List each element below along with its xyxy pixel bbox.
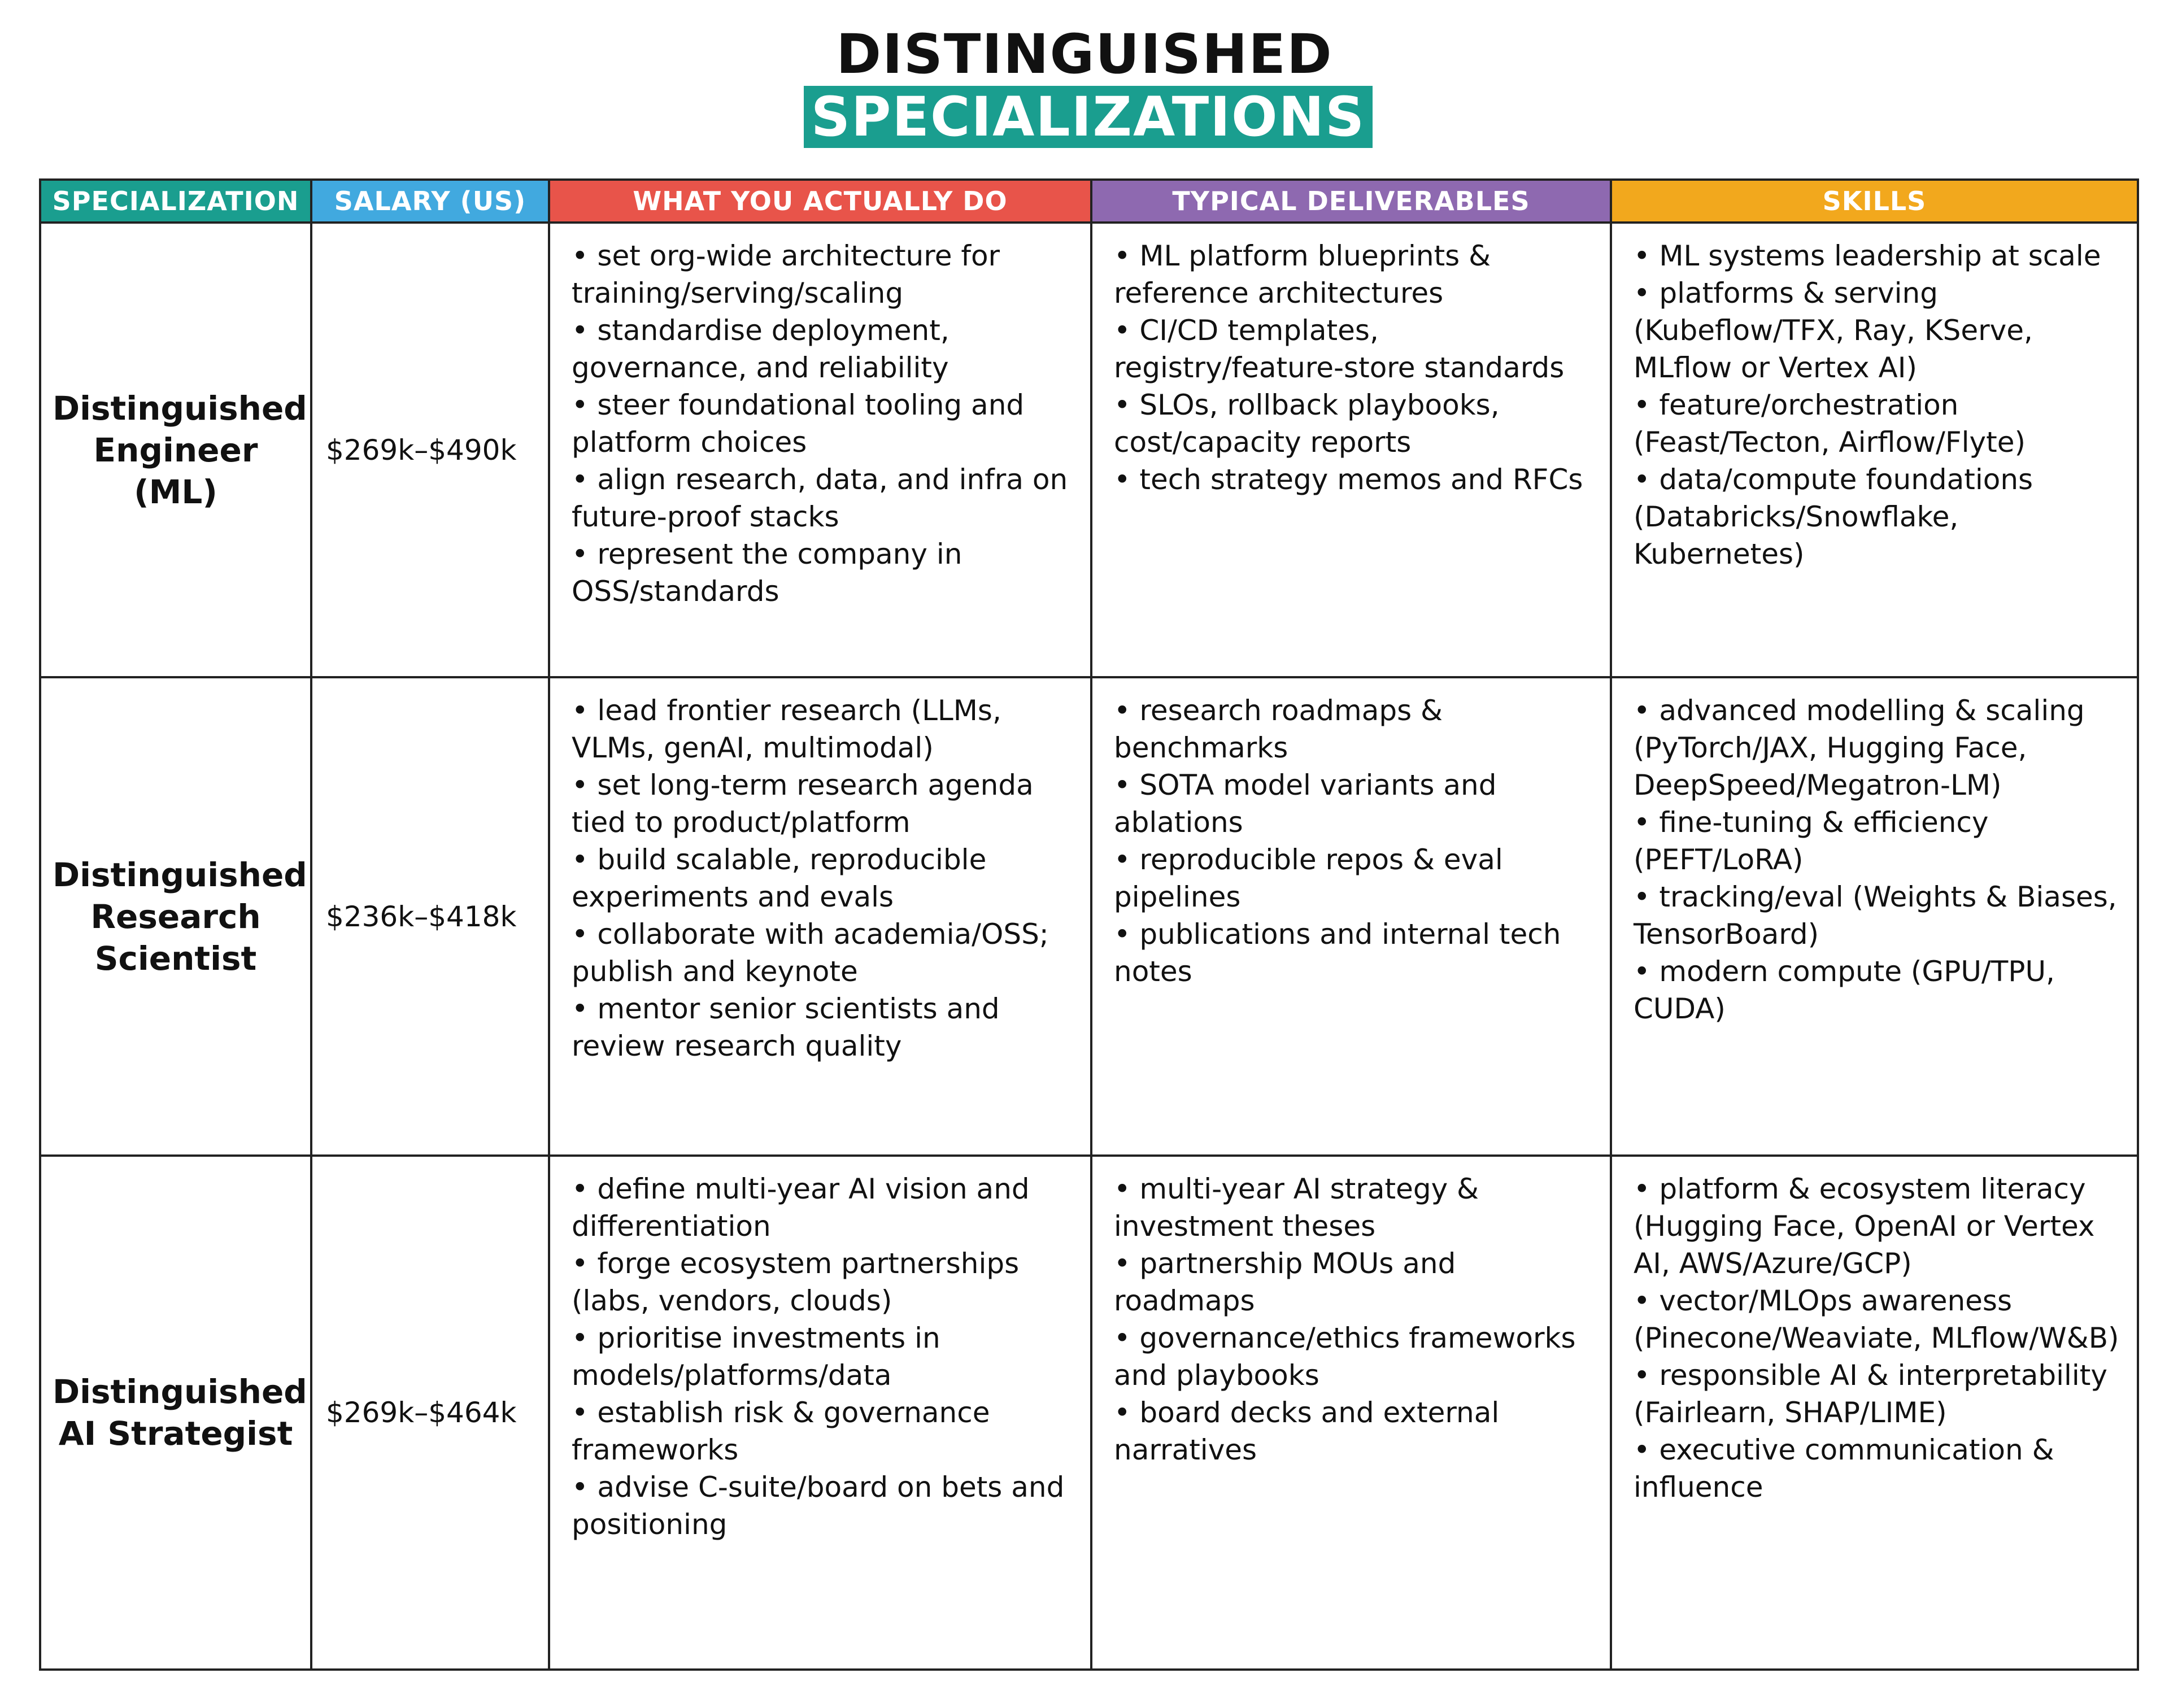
specialization: Distinguished Research Scientist	[39, 676, 312, 1157]
table-row: Distinguished Engineer (ML)$269k–$490k se…	[39, 221, 2139, 678]
bullet-item: establish risk & governance frameworks	[572, 1394, 1084, 1469]
salary: $269k–$490k	[310, 221, 550, 678]
bullet-item: data/compute foundations (Databricks/Sno…	[1634, 461, 2131, 573]
bullet-item: feature/orchestration (Feast/Tecton, Air…	[1634, 386, 2131, 461]
bullet-item: standardise deployment, governance, and …	[572, 312, 1084, 386]
bullet-item: modern compute (GPU/TPU, CUDA)	[1634, 953, 2131, 1027]
bullet-item: fine-tuning & efficiency (PEFT/LoRA)	[1634, 804, 2131, 878]
bullet-item: collaborate with academia/OSS; publish a…	[572, 916, 1084, 990]
what-cell: lead frontier research (LLMs, VLMs, genA…	[548, 676, 1092, 1157]
what-list: lead frontier research (LLMs, VLMs, genA…	[572, 692, 1084, 1065]
bullet-item: mentor senior scientists and review rese…	[572, 990, 1084, 1065]
title: DISTINGUISHED	[836, 23, 1333, 86]
bullet-item: publications and internal tech notes	[1114, 916, 1604, 990]
column-header: TYPICAL DELIVERABLES	[1090, 178, 1612, 224]
column-header: SALARY (US)	[310, 178, 550, 224]
bullet-item: executive communication & influence	[1634, 1431, 2131, 1506]
bullet-item: governance/ethics frameworks and playboo…	[1114, 1319, 1604, 1394]
deliverables-cell: ML platform blueprints & reference archi…	[1090, 221, 1612, 678]
bullet-item: set long-term research agenda tied to pr…	[572, 766, 1084, 841]
bullet-item: advanced modelling & scaling (PyTorch/JA…	[1634, 692, 2131, 804]
skills-cell: platform & ecosystem literacy (Hugging F…	[1610, 1154, 2139, 1671]
bullet-item: partnership MOUs and roadmaps	[1114, 1245, 1604, 1319]
bullet-item: board decks and external narratives	[1114, 1394, 1604, 1469]
bullet-item: tech strategy memos and RFCs	[1114, 461, 1604, 498]
bullet-item: SLOs, rollback playbooks, cost/capacity …	[1114, 386, 1604, 461]
subtitle: SPECIALIZATIONS	[804, 86, 1373, 148]
bullet-item: ML platform blueprints & reference archi…	[1114, 237, 1604, 312]
bullet-item: lead frontier research (LLMs, VLMs, genA…	[572, 692, 1084, 766]
bullet-item: platforms & serving (Kubeflow/TFX, Ray, …	[1634, 274, 2131, 386]
bullet-item: represent the company in OSS/standards	[572, 535, 1084, 610]
skills-list: platform & ecosystem literacy (Hugging F…	[1634, 1170, 2131, 1506]
bullet-item: platform & ecosystem literacy (Hugging F…	[1634, 1170, 2131, 1282]
skills-list: ML systems leadership at scaleplatforms …	[1634, 237, 2131, 573]
bullet-item: prioritise investments in models/platfor…	[572, 1319, 1084, 1394]
skills-list: advanced modelling & scaling (PyTorch/JA…	[1634, 692, 2131, 1027]
table-row: Distinguished AI Strategist$269k–$464k de…	[39, 1154, 2139, 1671]
bullet-item: advise C-suite/board on bets and positio…	[572, 1469, 1084, 1543]
bullet-item: define multi-year AI vision and differen…	[572, 1170, 1084, 1245]
header-row: SPECIALIZATION SALARY (US) WHAT YOU ACTUAL…	[39, 178, 2139, 224]
bullet-item: reproducible repos & eval pipelines	[1114, 841, 1604, 916]
bullet-item: research roadmaps & benchmarks	[1114, 692, 1604, 766]
specialization: Distinguished Engineer (ML)	[39, 221, 312, 678]
bullet-item: tracking/eval (Weights & Biases, TensorB…	[1634, 878, 2131, 953]
deliverables-list: ML platform blueprints & reference archi…	[1114, 237, 1604, 498]
what-cell: set org-wide architecture for training/s…	[548, 221, 1092, 678]
deliverables-list: multi-year AI strategy & investment thes…	[1114, 1170, 1604, 1469]
table-row: Distinguished Research Scientist $236k–$4…	[39, 676, 2139, 1157]
table-body: Distinguished Engineer (ML)$269k–$490k se…	[39, 221, 2139, 1671]
bullet-item: steer foundational tooling and platform …	[572, 386, 1084, 461]
specialization: Distinguished AI Strategist	[39, 1154, 312, 1671]
table: SPECIALIZATION SALARY (US) WHAT YOU ACTUAL…	[39, 178, 2139, 1671]
deliverables-cell: multi-year AI strategy & investment thes…	[1090, 1154, 1612, 1671]
deliverables-list: research roadmaps & benchmarksSOTA model…	[1114, 692, 1604, 990]
deliverables-cell: research roadmaps & benchmarksSOTA model…	[1090, 676, 1612, 1157]
bullet-item: CI/CD templates, registry/feature-store …	[1114, 312, 1604, 386]
bullet-item: vector/MLOps awareness (Pinecone/Weaviat…	[1634, 1282, 2131, 1357]
bullet-item: responsible AI & interpretability (Fairl…	[1634, 1357, 2131, 1431]
column-header: WHAT YOU ACTUALLY DO	[548, 178, 1092, 224]
bullet-item: set org-wide architecture for training/s…	[572, 237, 1084, 312]
skills-cell: ML systems leadership at scaleplatforms …	[1610, 221, 2139, 678]
bullet-item: SOTA model variants and ablations	[1114, 766, 1604, 841]
bullet-item: align research, data, and infra on futur…	[572, 461, 1084, 535]
what-cell: define multi-year AI vision and differen…	[548, 1154, 1092, 1671]
what-list: define multi-year AI vision and differen…	[572, 1170, 1084, 1543]
bullet-item: multi-year AI strategy & investment thes…	[1114, 1170, 1604, 1245]
bullet-item: forge ecosystem partnerships (labs, vend…	[572, 1245, 1084, 1319]
what-list: set org-wide architecture for training/s…	[572, 237, 1084, 610]
column-header: SPECIALIZATION	[39, 178, 312, 224]
salary: $236k–$418k	[310, 676, 550, 1157]
bullet-item: ML systems leadership at scale	[1634, 237, 2131, 274]
skills-cell: advanced modelling & scaling (PyTorch/JA…	[1610, 676, 2139, 1157]
bullet-item: build scalable, reproducible experiments…	[572, 841, 1084, 916]
salary: $269k–$464k	[310, 1154, 550, 1671]
column-header: SKILLS	[1610, 178, 2139, 224]
